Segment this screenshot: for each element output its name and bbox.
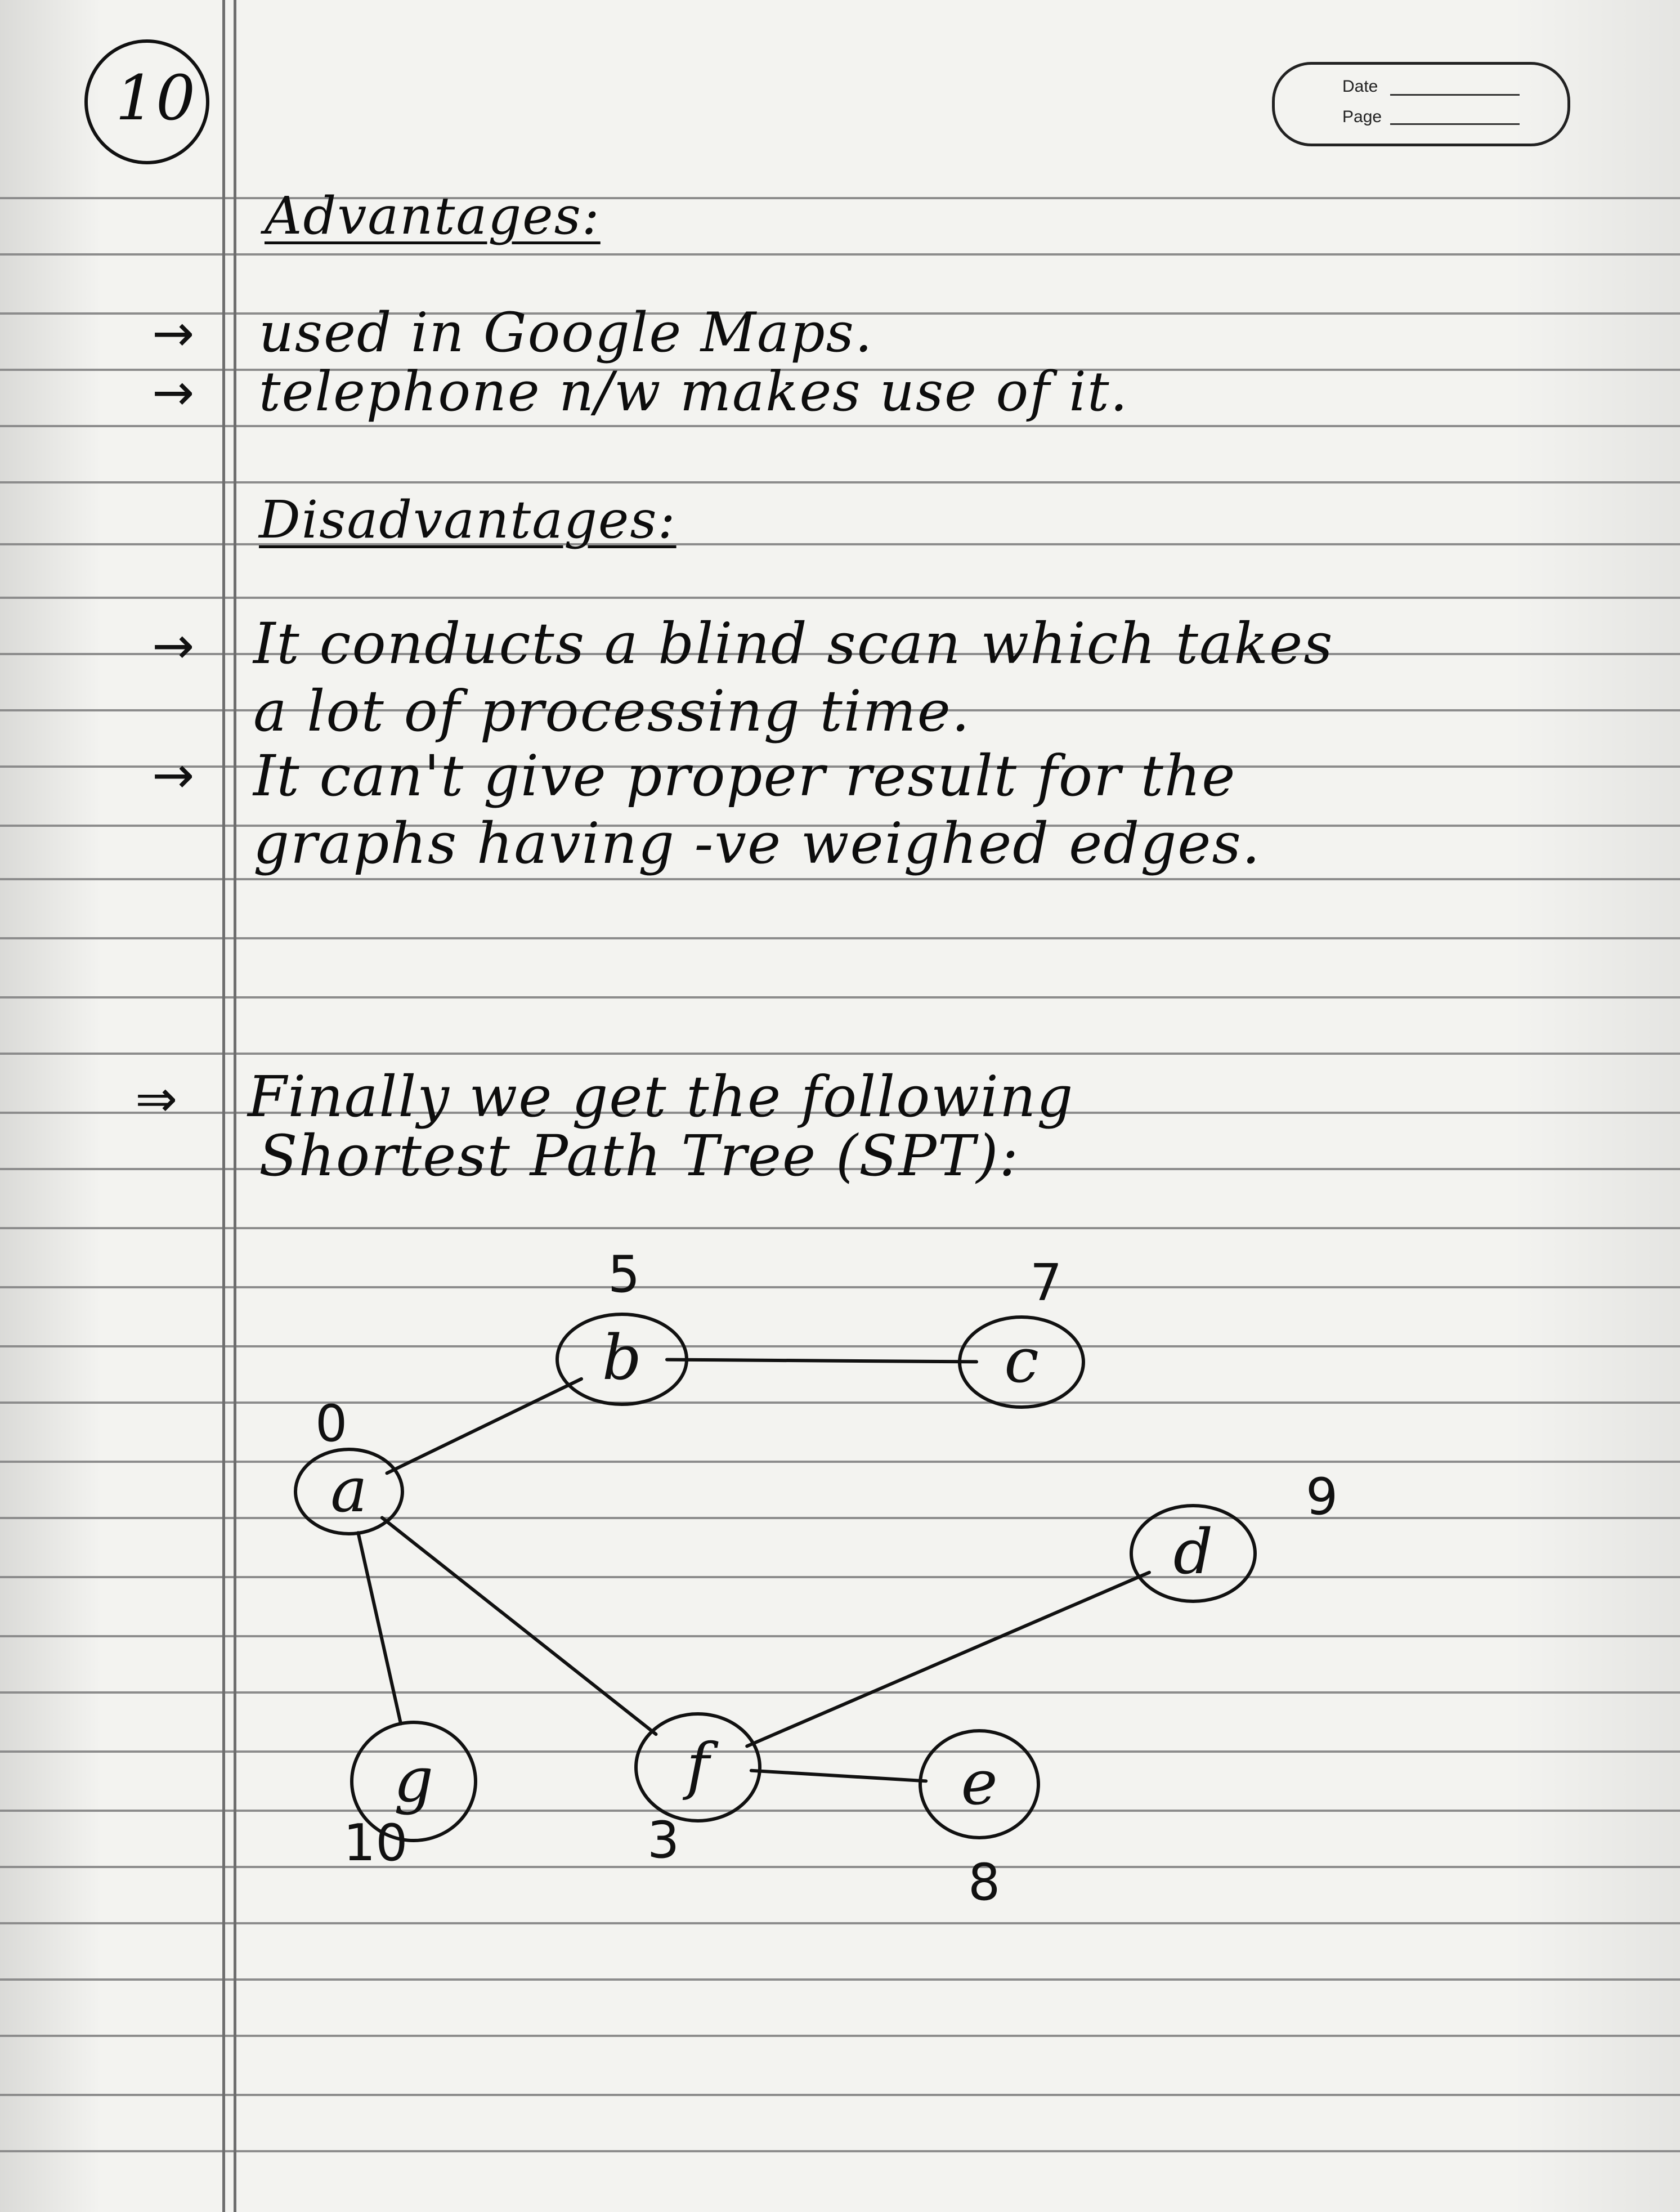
ruled-line [0, 197, 1680, 199]
ruled-line [0, 1461, 1680, 1463]
ruled-line [0, 312, 1680, 315]
ruled-line [0, 1691, 1680, 1694]
graph-node-b: b5 [555, 1245, 688, 1406]
ruled-line [0, 1810, 1680, 1812]
ruled-line [0, 825, 1680, 827]
node-distance: 9 [1306, 1467, 1338, 1526]
disadvantage-item-2-line1: It can't give proper result for the [253, 743, 1237, 809]
edge-a-f [380, 1516, 658, 1736]
node-circle [294, 1448, 404, 1535]
graph-node-e: e8 [919, 1729, 1040, 1912]
arrow-icon: → [152, 363, 195, 422]
graph-node-d: d9 [1130, 1467, 1338, 1603]
date-page-box: Date Page [1272, 62, 1570, 146]
edge-a-b [385, 1377, 584, 1475]
ruled-line [0, 369, 1680, 371]
arrow-icon: → [152, 746, 195, 805]
page-line [1390, 123, 1520, 125]
ruled-line [0, 543, 1680, 545]
node-label: c [1004, 1324, 1039, 1396]
ruled-line [0, 878, 1680, 880]
ruled-line [0, 253, 1680, 256]
node-distance: 7 [1030, 1253, 1062, 1313]
node-label: b [602, 1322, 642, 1394]
disadvantage-item-1-line2: a lot of processing time. [253, 678, 971, 744]
graph-node-a: a0 [294, 1394, 404, 1535]
node-circle [634, 1712, 761, 1823]
ruled-line [0, 1345, 1680, 1347]
disadvantages-heading: Disadvantages: [259, 490, 677, 550]
margin-line-right [234, 0, 236, 2212]
ruled-line [0, 481, 1680, 483]
node-label: d [1173, 1516, 1213, 1588]
edge-f-d [745, 1570, 1151, 1748]
spt-intro-line2: Shortest Path Tree (SPT): [259, 1123, 1020, 1189]
ruled-line [0, 1922, 1680, 1924]
node-distance: 8 [968, 1853, 1000, 1912]
ruled-line [0, 1866, 1680, 1868]
ruled-line [0, 1227, 1680, 1229]
ruled-line [0, 653, 1680, 655]
node-circle [1130, 1504, 1257, 1603]
node-label: e [961, 1747, 997, 1819]
edge-f-e [749, 1768, 928, 1783]
node-distance: 3 [647, 1811, 679, 1870]
node-circle [350, 1721, 477, 1842]
ruled-line [0, 1978, 1680, 1981]
margin-line-left [222, 0, 225, 2212]
disadvantage-item-1-line1: It conducts a blind scan which takes [253, 611, 1334, 677]
ruled-line [0, 765, 1680, 768]
node-distance: 0 [315, 1394, 347, 1453]
page-label: Page [1342, 108, 1382, 126]
page-number-circle [84, 39, 209, 164]
node-circle [958, 1315, 1085, 1409]
ruled-line [0, 1286, 1680, 1288]
advantage-item-1: used in Google Maps. [259, 301, 873, 364]
ruled-line [0, 1168, 1680, 1170]
ruled-line [0, 1517, 1680, 1519]
implies-arrow-icon: ⇒ [135, 1069, 178, 1129]
edge-a-g [356, 1531, 403, 1726]
spt-intro-line1: Finally we get the following [248, 1064, 1074, 1130]
ruled-line [0, 1112, 1680, 1114]
ruled-line [0, 1750, 1680, 1753]
graph-node-c: c7 [958, 1253, 1085, 1409]
node-distance: 5 [608, 1245, 640, 1304]
ruled-line [0, 1053, 1680, 1055]
ruled-line [0, 2150, 1680, 2152]
date-label: Date [1342, 77, 1378, 96]
node-distance: 10 [343, 1814, 408, 1873]
date-line [1390, 94, 1520, 96]
page-number: 10 [115, 62, 196, 134]
node-label: a [330, 1454, 368, 1526]
advantages-heading: Advantages: [265, 186, 601, 246]
arrow-icon: → [152, 304, 195, 363]
graph-node-g: g10 [343, 1721, 477, 1873]
ruled-line [0, 597, 1680, 599]
node-circle [919, 1729, 1040, 1839]
disadvantage-item-2-line2: graphs having -ve weighed edges. [253, 811, 1261, 876]
ruled-line [0, 425, 1680, 427]
ruled-line [0, 937, 1680, 939]
edge-b-c [665, 1358, 979, 1364]
node-label: f [683, 1730, 719, 1802]
ruled-line [0, 2094, 1680, 2096]
ruled-line [0, 1401, 1680, 1404]
arrow-icon: → [152, 616, 195, 675]
ruled-line [0, 996, 1680, 998]
ruled-line [0, 1635, 1680, 1637]
ruled-line [0, 1576, 1680, 1578]
graph-node-f: f3 [634, 1712, 761, 1870]
ruled-line [0, 2035, 1680, 2037]
node-label: g [394, 1744, 433, 1816]
ruled-line [0, 709, 1680, 711]
advantage-item-2: telephone n/w makes use of it. [259, 360, 1129, 423]
node-circle [555, 1313, 688, 1406]
